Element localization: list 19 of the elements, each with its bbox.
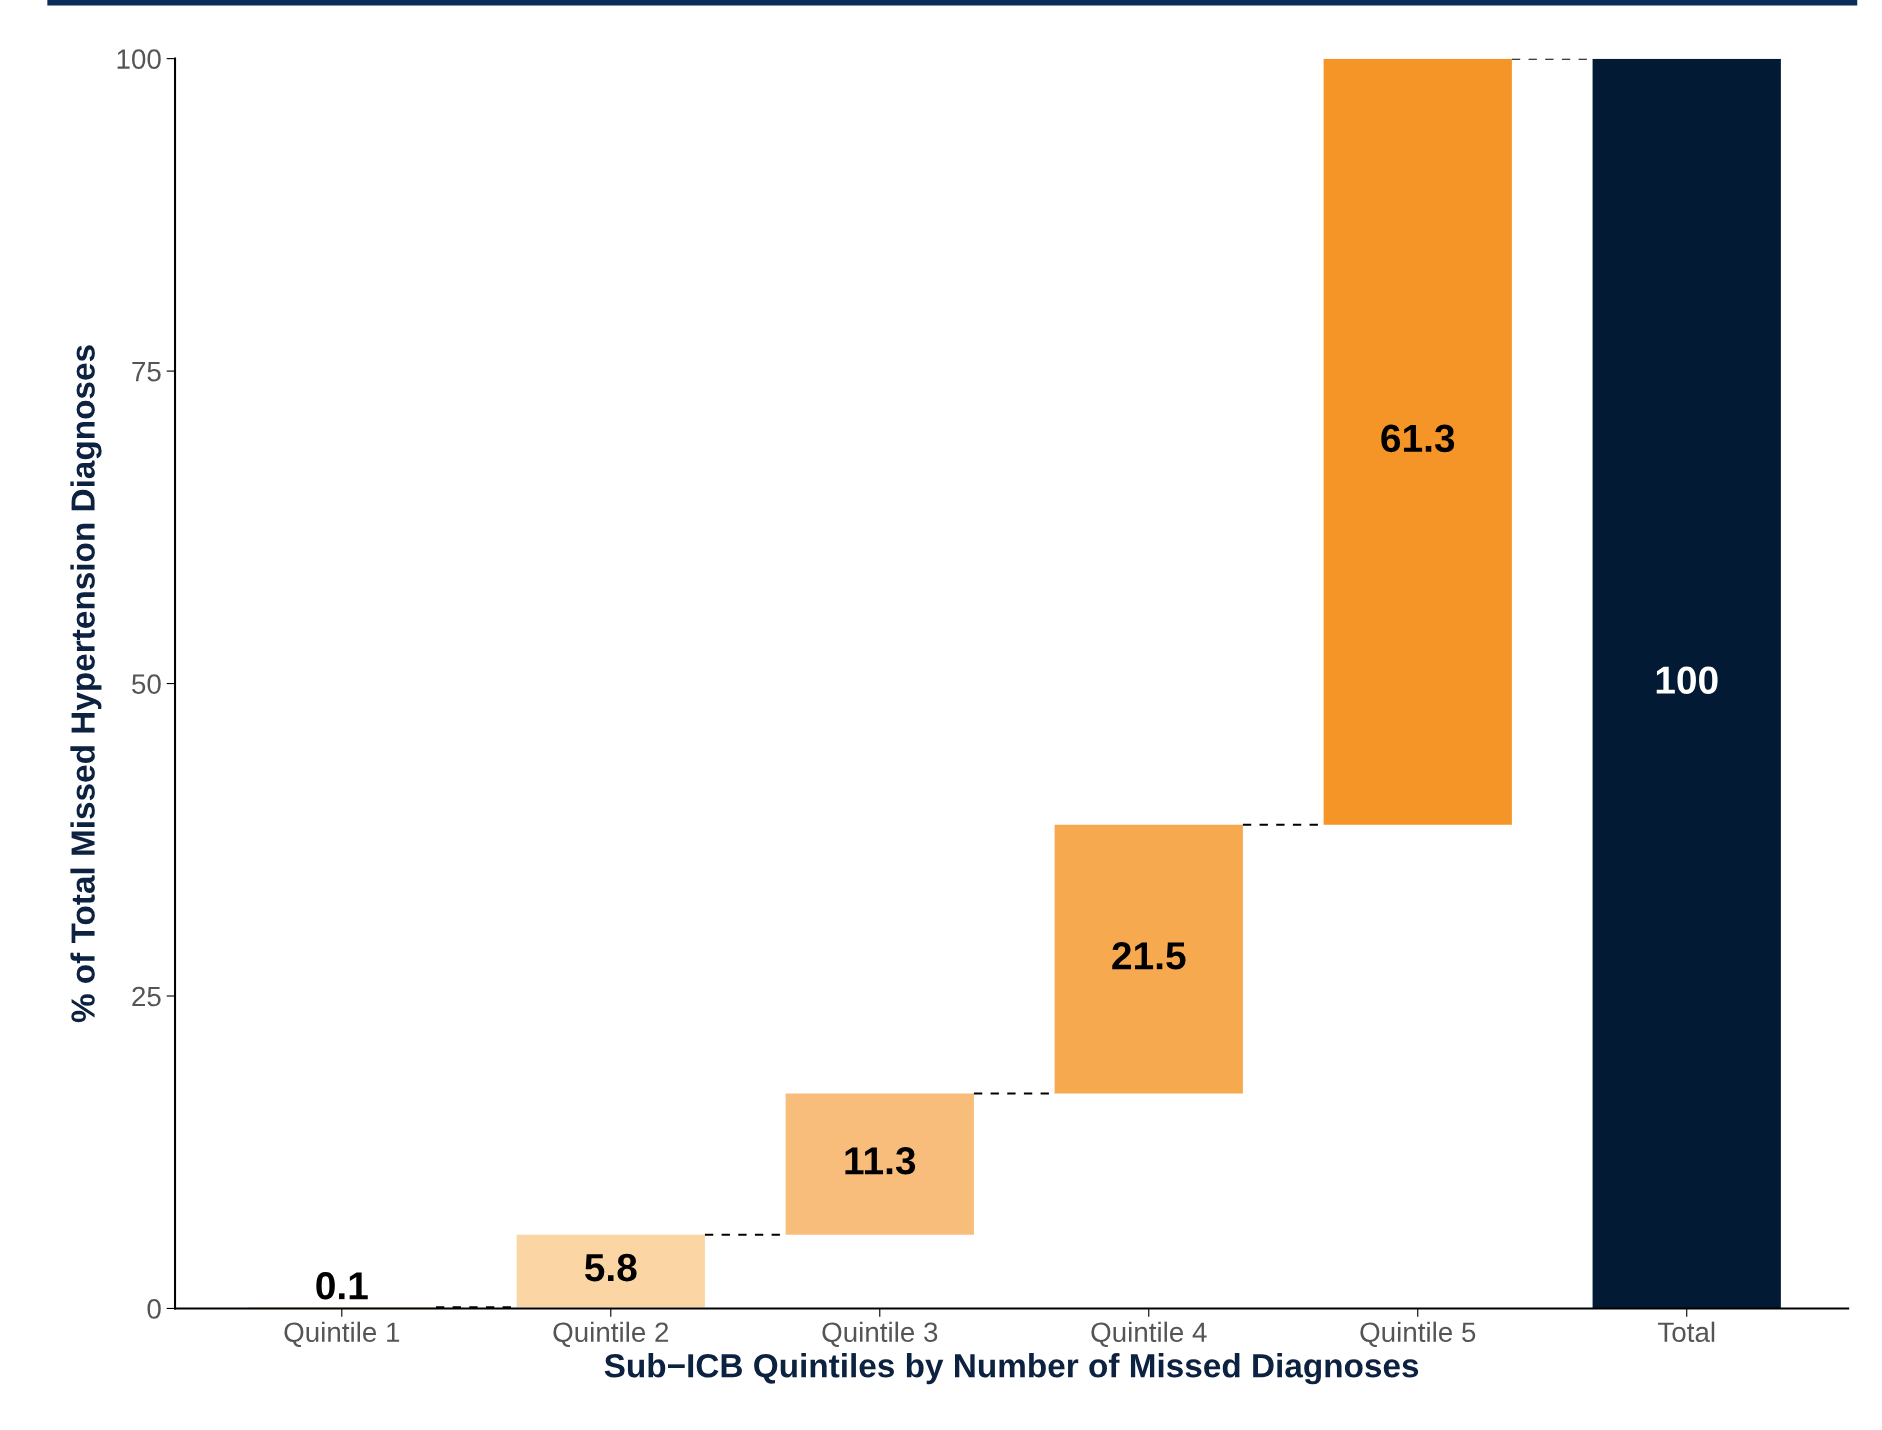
data-label: 61.3 xyxy=(1381,424,1455,453)
data-label: 11.3 xyxy=(845,1147,916,1175)
y-tick-label: 75 xyxy=(132,362,161,382)
x-tick-label: Quintile 3 xyxy=(822,1321,938,1348)
data-label: 0.1 xyxy=(316,1271,368,1300)
x-tick-label: Quintile 2 xyxy=(553,1321,669,1348)
x-axis-title: Sub−ICB Quintiles by Number of Missed Diagnoses xyxy=(604,1353,1419,1385)
y-tick-label: 50 xyxy=(132,674,161,694)
y-axis-title: % of Total Missed Hypertension Diagnoses xyxy=(70,345,102,1023)
data-label: 5.8 xyxy=(584,1253,637,1282)
y-tick-label: 0 xyxy=(147,1299,161,1319)
x-tick-label: Quintile 1 xyxy=(284,1321,400,1348)
data-label: 21.5 xyxy=(1112,942,1186,970)
y-tick-label: 100 xyxy=(117,49,161,69)
y-tick-label: 25 xyxy=(132,986,161,1007)
x-tick-label: Total xyxy=(1658,1321,1715,1343)
x-tick-label: Quintile 5 xyxy=(1360,1321,1476,1348)
data-label: 100 xyxy=(1656,666,1718,694)
x-tick-label: Quintile 4 xyxy=(1091,1321,1207,1348)
